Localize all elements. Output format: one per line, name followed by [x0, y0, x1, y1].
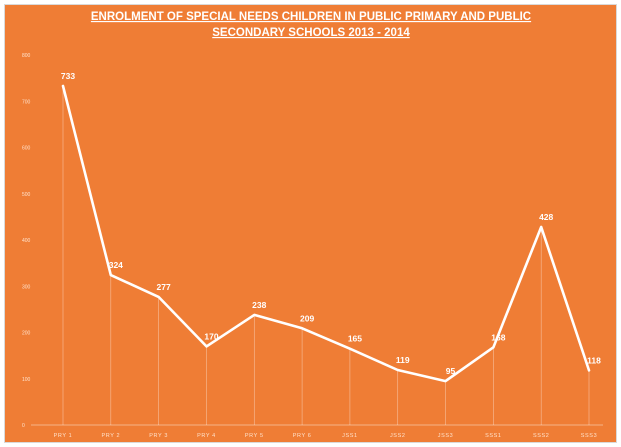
data-label: 119 [396, 355, 410, 365]
axis-layer: 0 100 200 300 400 500 600 700 800 PRY 1 PRY 2 PRY 3… [22, 53, 603, 439]
x-tick-label: SSS3 [581, 433, 597, 439]
y-tick-label: 400 [22, 238, 31, 244]
data-label: 170 [204, 331, 218, 341]
data-label: 168 [491, 332, 505, 342]
data-label: 277 [157, 282, 171, 292]
x-tick-label: PRY 4 [197, 433, 216, 439]
series-line [61, 84, 591, 383]
y-tick-label: 800 [22, 53, 31, 59]
x-tick-label: PRY 2 [101, 433, 120, 439]
chart-title-line-2: SECONDARY SCHOOLS 2013 - 2014 [212, 27, 410, 39]
data-label: 238 [252, 300, 266, 310]
chart-area: ENROLMENT OF SPECIAL NEEDS CHILDREN IN P… [4, 4, 617, 443]
series-layer [61, 84, 591, 383]
data-labels: 733 324 277 170 238 209 165 119 95 168 428 118 [61, 71, 601, 376]
x-tick-label: PRY 5 [245, 433, 264, 439]
x-tick-label: JSS3 [438, 433, 454, 439]
data-label: 118 [587, 355, 601, 365]
x-tick-label: PRY 6 [293, 433, 312, 439]
drop-lines [62, 85, 590, 425]
y-tick-label: 100 [22, 377, 31, 383]
x-tick-label: SSS2 [533, 433, 549, 439]
data-label: 209 [300, 313, 314, 323]
x-tick-label: JSS2 [390, 433, 406, 439]
x-tick-label: PRY 3 [149, 433, 168, 439]
data-label: 428 [539, 212, 553, 222]
data-label: 324 [109, 260, 123, 270]
x-tick-label: JSS1 [342, 433, 358, 439]
data-label: 165 [348, 334, 362, 344]
x-tick-label: SSS1 [485, 433, 501, 439]
line-chart: ENROLMENT OF SPECIAL NEEDS CHILDREN IN P… [22, 11, 603, 439]
y-tick-label: 700 [22, 99, 31, 105]
y-tick-label: 500 [22, 192, 31, 198]
chart-title-line-1: ENROLMENT OF SPECIAL NEEDS CHILDREN IN P… [91, 11, 531, 23]
data-label: 733 [61, 71, 75, 81]
y-tick-label: 200 [22, 331, 31, 337]
data-label: 95 [446, 366, 456, 376]
y-tick-label: 0 [22, 423, 25, 429]
y-tick-label: 600 [22, 146, 31, 152]
x-tick-label: PRY 1 [54, 433, 73, 439]
y-tick-label: 300 [22, 284, 31, 290]
